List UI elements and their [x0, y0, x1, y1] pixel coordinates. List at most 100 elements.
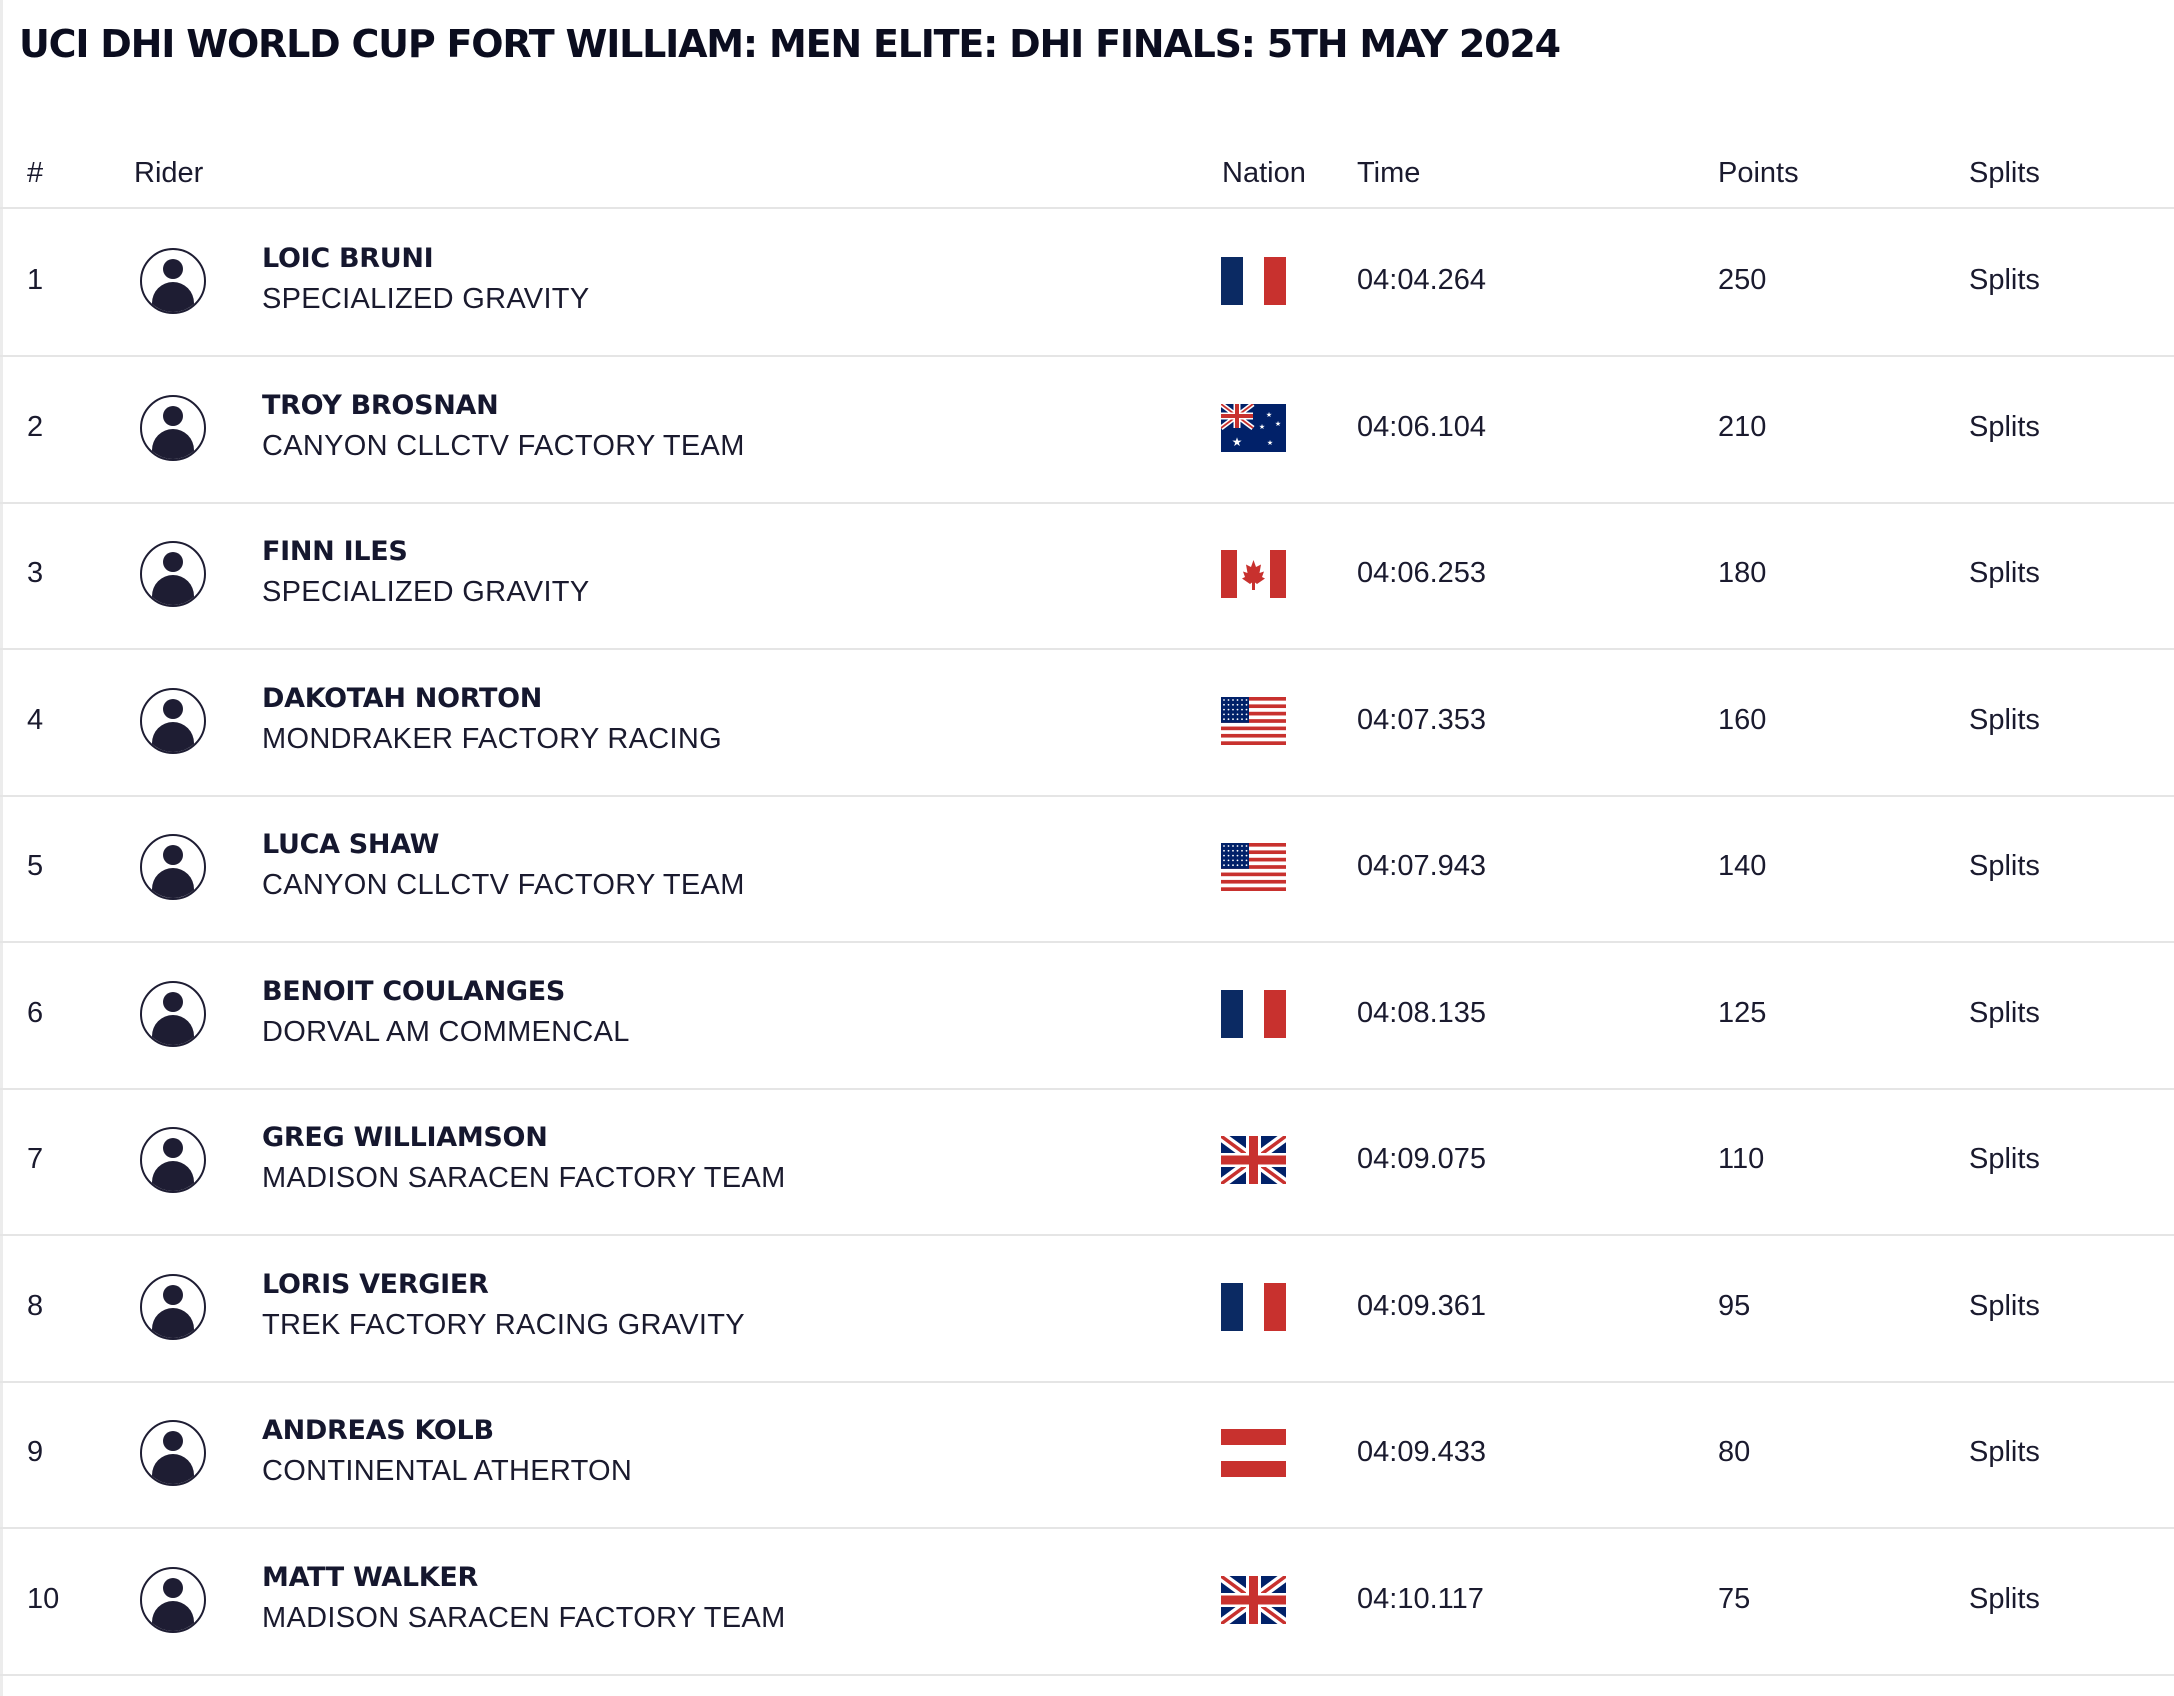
rider-team: SPECIALIZED GRAVITY [262, 283, 590, 315]
usa-flag [1221, 843, 1286, 892]
splits-link[interactable]: Splits [1969, 1436, 2040, 1468]
rider-points: 180 [1718, 557, 1767, 589]
table-row: 1 LOIC BRUNI SPECIALIZED GRAVITY 04:04.2… [0, 209, 2174, 357]
rider-time: 04:07.943 [1357, 850, 1487, 882]
rider-position: 3 [27, 557, 44, 589]
rider-name[interactable]: ANDREAS KOLB [262, 1415, 494, 1446]
rider-time: 04:09.433 [1357, 1436, 1487, 1468]
splits-link[interactable]: Splits [1969, 996, 2040, 1029]
rider-position: 7 [27, 1143, 44, 1175]
rider-time: 04:08.135 [1357, 996, 1487, 1029]
rider-name[interactable]: TROY BROSNAN [262, 389, 499, 421]
table-row: 2 TROY BROSNAN CANYON CLLCTV FACTORY TEA… [0, 356, 2174, 504]
rider-team: DORVAL AM COMMENCAL [262, 1015, 630, 1048]
splits-link[interactable]: Splits [1969, 850, 2040, 882]
page-title: UCI DHI WORLD CUP FORT WILLIAM: MEN ELIT… [19, 22, 1561, 66]
rider-points: 110 [1718, 1143, 1765, 1175]
table-header: # Rider Nation Time Points Splits [0, 132, 2174, 209]
rider-name[interactable]: LUCA SHAW [262, 829, 440, 860]
avatar-placeholder-icon [140, 1420, 206, 1486]
rider-time: 04:09.075 [1357, 1143, 1487, 1175]
splits-link[interactable]: Splits [1969, 557, 2040, 589]
table-row: 8 LORIS VERGIER TREK FACTORY RACING GRAV… [0, 1235, 2174, 1383]
canada-flag [1221, 550, 1286, 598]
avatar-placeholder-icon [140, 1566, 206, 1633]
svg-text:★: ★ [1232, 435, 1243, 449]
australia-flag: ★ ★ ★ ★ ★ [1219, 401, 1286, 452]
table-row: 10 MATT WALKER MADISON SARACEN FACTORY T… [0, 1528, 2174, 1676]
rider-time: 04:10.117 [1357, 1582, 1484, 1615]
avatar-placeholder-icon [140, 687, 206, 754]
rider-name[interactable]: MATT WALKER [262, 1561, 479, 1593]
svg-text:★: ★ [1267, 439, 1273, 447]
rider-team: SPECIALIZED GRAVITY [262, 576, 590, 608]
rider-points: 75 [1718, 1582, 1751, 1615]
rider-points: 140 [1718, 850, 1767, 882]
avatar-placeholder-icon [140, 1127, 206, 1193]
rider-points: 160 [1718, 703, 1767, 736]
table-row: 5 LUCA SHAW CANYON CLLCTV FACTORY TEAM 0… [0, 795, 2174, 943]
rider-position: 1 [27, 264, 44, 296]
rider-team: MONDRAKER FACTORY RACING [262, 722, 722, 755]
france-flag [1221, 989, 1286, 1038]
rider-position: 10 [27, 1582, 60, 1615]
splits-link[interactable]: Splits [1969, 410, 2040, 443]
rider-position: 4 [27, 703, 44, 736]
rider-team: CANYON CLLCTV FACTORY TEAM [262, 429, 745, 462]
header-rider: Rider [134, 157, 204, 189]
splits-link[interactable]: Splits [1969, 1289, 2040, 1322]
splits-link[interactable]: Splits [1969, 1143, 2040, 1175]
rider-points: 210 [1718, 410, 1767, 443]
splits-link[interactable]: Splits [1969, 1582, 2040, 1615]
rider-name[interactable]: BENOIT COULANGES [262, 975, 566, 1007]
austria-flag [1221, 1429, 1286, 1477]
table-row: 7 GREG WILLIAMSON MADISON SARACEN FACTOR… [0, 1088, 2174, 1236]
rider-points: 95 [1718, 1289, 1751, 1322]
rider-team: MADISON SARACEN FACTORY TEAM [262, 1601, 786, 1634]
avatar-placeholder-icon [140, 394, 206, 461]
rider-time: 04:06.253 [1357, 557, 1487, 589]
rider-time: 04:04.264 [1357, 264, 1487, 296]
rider-name[interactable]: LOIC BRUNI [262, 243, 434, 274]
avatar-placeholder-icon [140, 541, 206, 607]
svg-text:★: ★ [1266, 411, 1272, 419]
rider-points: 80 [1718, 1436, 1751, 1468]
splits-link[interactable]: Splits [1969, 264, 2040, 296]
rider-position: 2 [27, 410, 44, 443]
france-flag [1221, 1282, 1286, 1331]
splits-link[interactable]: Splits [1969, 703, 2040, 736]
rider-time: 04:09.361 [1357, 1289, 1487, 1322]
header-nation: Nation [1222, 157, 1306, 189]
rider-points: 250 [1718, 264, 1767, 296]
table-row: 3 FINN ILES SPECIALIZED GRAVITY 04:06.25… [0, 502, 2174, 650]
france-flag [1221, 257, 1286, 305]
page-left-edge [0, 0, 3, 1696]
rider-team: CANYON CLLCTV FACTORY TEAM [262, 869, 745, 901]
table-row: 6 BENOIT COULANGES DORVAL AM COMMENCAL 0… [0, 942, 2174, 1090]
rider-team: TREK FACTORY RACING GRAVITY [262, 1308, 745, 1341]
rider-name[interactable]: GREG WILLIAMSON [262, 1122, 548, 1153]
avatar-placeholder-icon [140, 834, 206, 900]
avatar-placeholder-icon [140, 248, 206, 314]
rider-time: 04:07.353 [1357, 703, 1487, 736]
rider-position: 8 [27, 1289, 44, 1322]
header-points: Points [1718, 157, 1799, 189]
rider-name[interactable]: LORIS VERGIER [262, 1268, 489, 1300]
uk-flag [1218, 1131, 1289, 1189]
rider-name[interactable]: FINN ILES [262, 536, 408, 567]
uk-flag [1218, 1571, 1289, 1628]
svg-text:★: ★ [1275, 420, 1281, 428]
rider-position: 6 [27, 996, 44, 1029]
usa-flag [1221, 696, 1286, 745]
avatar-placeholder-icon [140, 980, 206, 1047]
header-position: # [27, 157, 44, 189]
rider-name[interactable]: DAKOTAH NORTON [262, 682, 543, 714]
rider-team: MADISON SARACEN FACTORY TEAM [262, 1162, 786, 1194]
header-time: Time [1357, 157, 1421, 189]
rider-position: 5 [27, 850, 44, 882]
table-row: 4 DAKOTAH NORTON MONDRAKER FACTORY RACIN… [0, 649, 2174, 797]
rider-position: 9 [27, 1436, 44, 1468]
table-row: 9 ANDREAS KOLB CONTINENTAL ATHERTON 04:0… [0, 1381, 2174, 1529]
rider-team: CONTINENTAL ATHERTON [262, 1455, 633, 1487]
rider-time: 04:06.104 [1357, 410, 1487, 443]
